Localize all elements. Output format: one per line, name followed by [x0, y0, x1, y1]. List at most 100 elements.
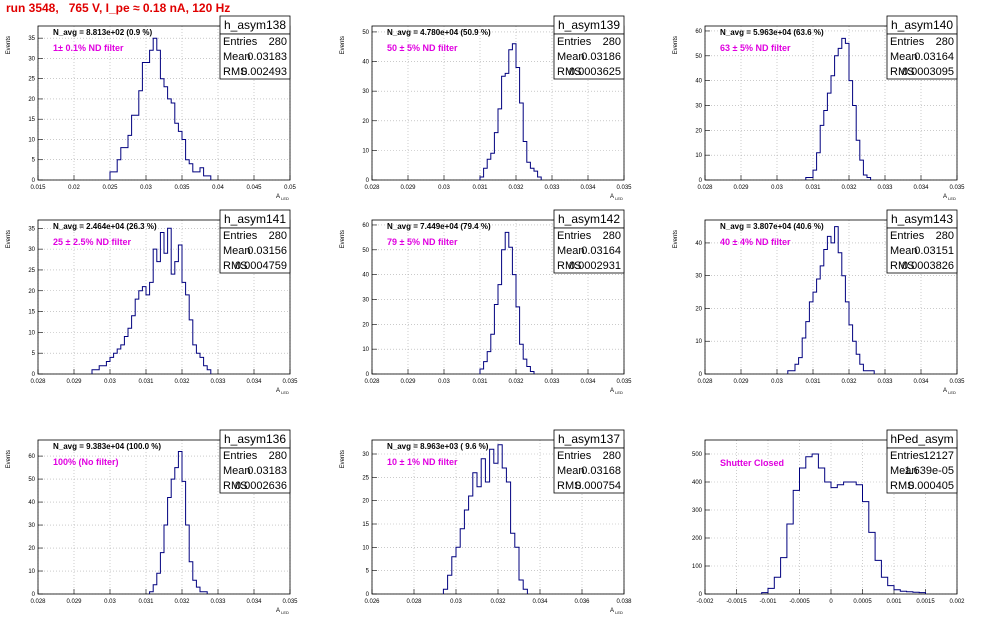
y-tick-label: 0 — [366, 592, 370, 598]
stat-value: 0.0002931 — [569, 260, 621, 272]
y-tick-label: 0 — [32, 178, 36, 184]
histogram-panel: 0.028 0.029 0.03 0.031 0.032 0.033 0.034 0.035 0… — [673, 15, 965, 201]
stats-box — [886, 227, 958, 274]
histogram-name: h_asym142 — [558, 212, 620, 226]
navg-label: N_avg = 7.449e+04 (79.4 %) — [387, 222, 491, 231]
x-tick-label: 0.031 — [805, 379, 821, 385]
y-axis-label: Events — [340, 230, 346, 248]
stat-label: RMS — [223, 480, 247, 492]
y-tick-label: 50 — [362, 30, 369, 36]
stat-value: 0.0002636 — [235, 480, 287, 492]
stat-value: -1.639e-05 — [901, 465, 954, 477]
y-tick-label: 30 — [362, 89, 369, 95]
filter-label: 100% (No filter) — [53, 457, 119, 467]
filter-label: 10 ± 1% ND filter — [387, 457, 458, 467]
y-tick-label: 10 — [28, 569, 35, 575]
x-tick-label: 0.032 — [490, 599, 506, 605]
x-tick-label: 0.028 — [406, 599, 422, 605]
x-axis-label: A LED — [276, 608, 289, 615]
stat-value: 0.03151 — [914, 245, 954, 257]
x-axis-label: A LED — [276, 194, 289, 201]
y-tick-label: 30 — [28, 56, 35, 62]
filter-label: 50 ± 5% ND filter — [387, 43, 458, 53]
histogram-name: h_asym139 — [558, 18, 620, 32]
y-tick-label: 10 — [695, 339, 702, 345]
y-tick-label: 20 — [695, 306, 702, 312]
y-tick-label: 20 — [362, 322, 369, 328]
stats-box — [219, 227, 291, 274]
histogram-name: h_asym141 — [224, 212, 286, 226]
x-axis-label: A LED — [610, 388, 623, 395]
x-tick-label: 0.03 — [450, 599, 462, 605]
x-tick-label: 0.045 — [246, 185, 262, 191]
y-tick-label: 0 — [699, 592, 703, 598]
histogram-name: h_asym137 — [558, 432, 620, 446]
x-tick-label: 0.0015 — [916, 599, 935, 605]
stat-value: 0.0003625 — [569, 66, 621, 78]
x-axis-label-sub: LED — [947, 196, 956, 201]
x-tick-label: 0.032 — [841, 379, 857, 385]
histogram-line — [787, 226, 875, 374]
y-axis-label: Events — [6, 230, 12, 248]
stat-value: 0.03164 — [914, 51, 954, 63]
filter-label: 63 ± 5% ND filter — [720, 43, 791, 53]
x-tick-label: 0.035 — [174, 185, 190, 191]
stat-label: RMS — [557, 480, 581, 492]
y-tick-label: 50 — [28, 477, 35, 483]
x-axis-label: A LED — [610, 194, 623, 201]
x-tick-label: 0.032 — [174, 379, 190, 385]
y-tick-label: 25 — [362, 475, 369, 481]
filter-label: 40 ± 4% ND filter — [720, 237, 791, 247]
y-tick-label: 20 — [362, 499, 369, 505]
navg-label: N_avg = 9.383e+04 (100.0 %) — [53, 442, 161, 451]
y-tick-label: 10 — [362, 148, 369, 154]
x-tick-label: 0.05 — [284, 185, 296, 191]
y-tick-label: 0 — [32, 372, 36, 378]
y-tick-label: 60 — [28, 454, 35, 460]
x-tick-label: 0.036 — [574, 599, 590, 605]
histogram-name: h_asym138 — [224, 18, 286, 32]
x-tick-label: 0.034 — [913, 379, 929, 385]
stat-value: 280 — [603, 36, 621, 48]
x-tick-label: 0.029 — [400, 379, 416, 385]
y-tick-label: 50 — [362, 248, 369, 254]
y-tick-label: 15 — [362, 522, 369, 528]
stat-value: 280 — [269, 450, 287, 462]
histogram-line — [442, 444, 528, 594]
stat-value: 0.03168 — [581, 465, 621, 477]
stat-label: Mean — [890, 465, 918, 477]
stat-label: RMS — [890, 66, 914, 78]
stats-box — [553, 447, 625, 494]
plot-frame — [704, 25, 958, 181]
stat-label: Entries — [557, 450, 592, 462]
stat-label: Mean — [557, 465, 585, 477]
x-tick-label: 0.032 — [508, 185, 524, 191]
stat-label: RMS — [890, 480, 914, 492]
x-axis-label-sub: LED — [614, 610, 623, 615]
stat-label: Mean — [557, 245, 585, 257]
stats-box — [219, 447, 291, 494]
navg-label: N_avg = 4.780e+04 (50.9 %) — [387, 28, 491, 37]
x-axis-label: A LED — [943, 388, 956, 395]
y-tick-label: 50 — [695, 54, 702, 60]
stat-value: 0.03156 — [247, 245, 287, 257]
stats-box — [219, 33, 291, 80]
x-tick-label: 0.033 — [877, 185, 893, 191]
histogram-line — [109, 37, 212, 180]
stat-value: 0.0003095 — [902, 66, 954, 78]
x-tick-label: 0.032 — [841, 185, 857, 191]
x-axis-label-sub: LED — [280, 196, 289, 201]
histogram-panel: 0.028 0.029 0.03 0.031 0.032 0.033 0.034 0.035 0… — [6, 429, 298, 615]
stat-value: 280 — [603, 230, 621, 242]
stat-label: Entries — [890, 450, 925, 462]
x-tick-label: 0.035 — [949, 379, 965, 385]
x-tick-label: 0.034 — [580, 379, 596, 385]
histogram-panel: 0.028 0.029 0.03 0.031 0.032 0.033 0.034 0.035 0… — [673, 209, 965, 395]
x-tick-label: 0.03 — [438, 185, 450, 191]
stat-value: 280 — [269, 36, 287, 48]
histogram-panel: 0.015 0.02 0.025 0.03 0.035 0.04 0.045 0.05 0 5 10… — [6, 15, 296, 201]
y-axis-label: Events — [340, 450, 346, 468]
stat-label: Mean — [557, 51, 585, 63]
stat-label: Entries — [223, 36, 258, 48]
x-tick-label: -0.002 — [696, 599, 714, 605]
